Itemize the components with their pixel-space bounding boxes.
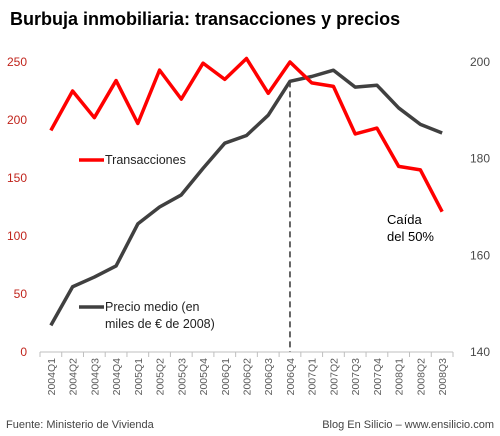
legend-transacciones: Transacciones	[79, 153, 186, 167]
series-line-transacciones	[49, 56, 444, 213]
legend-precio: Precio medio (en miles de € de 2008)	[79, 300, 215, 331]
right-axis-ticks: 140 160 180 200	[470, 55, 490, 359]
footer-source: Fuente: Ministerio de Vivienda	[6, 419, 155, 431]
left-tick-label: 50	[14, 287, 28, 301]
x-tick-label: 2005Q2	[155, 358, 167, 396]
x-tick-label: 2008Q3	[437, 358, 449, 396]
x-tick-label: 2004Q4	[111, 358, 123, 396]
x-tick-label: 2007Q1	[307, 358, 319, 396]
x-tick-label: 2008Q2	[415, 358, 427, 396]
x-tick-label: 2006Q1	[220, 358, 232, 396]
x-tick-label: 2006Q4	[285, 358, 297, 396]
right-tick-label: 180	[470, 152, 490, 166]
annotation-line1: Caída	[387, 212, 422, 227]
x-tick-label: 2006Q3	[263, 358, 275, 396]
legend-label-precio-line1: Precio medio (en	[105, 300, 200, 314]
x-tick-label: 2005Q4	[198, 358, 210, 396]
legend-label-precio-line2: miles de € de 2008)	[105, 317, 215, 331]
legend-label-transacciones: Transacciones	[105, 153, 186, 167]
chart-title: Burbuja inmobiliaria: transacciones y pr…	[10, 9, 400, 29]
x-tick-label: 2007Q4	[372, 358, 384, 396]
x-tick-label: 2004Q3	[89, 358, 101, 396]
x-tick-label: 2004Q2	[68, 358, 80, 396]
x-tick-label: 2008Q1	[394, 358, 406, 396]
left-tick-label: 100	[7, 229, 27, 243]
left-tick-label: 0	[20, 345, 27, 359]
right-tick-label: 140	[470, 345, 490, 359]
right-tick-label: 160	[470, 248, 490, 262]
x-tick-label: 2005Q3	[176, 358, 188, 396]
left-tick-label: 250	[7, 55, 27, 69]
annotation-line2: del 50%	[387, 229, 434, 244]
x-tick-label: 2005Q1	[133, 358, 145, 396]
left-tick-label: 200	[7, 113, 27, 127]
left-tick-label: 150	[7, 171, 27, 185]
left-axis-ticks: 0 50 100 150 200 250	[7, 55, 27, 359]
x-tick-label: 2004Q1	[46, 358, 58, 396]
x-tick-label: 2007Q3	[350, 358, 362, 396]
x-axis-ticks: 2004Q1 2004Q2 2004Q3 2004Q4 2005Q1 2005Q2 2005…	[39, 352, 454, 396]
x-tick-label: 2006Q2	[242, 358, 254, 396]
footer-credit: Blog En Silicio – www.ensilicio.com	[322, 419, 494, 431]
x-tick-label: 2007Q2	[328, 358, 340, 396]
series-line-precio	[49, 68, 443, 327]
right-tick-label: 200	[470, 55, 490, 69]
